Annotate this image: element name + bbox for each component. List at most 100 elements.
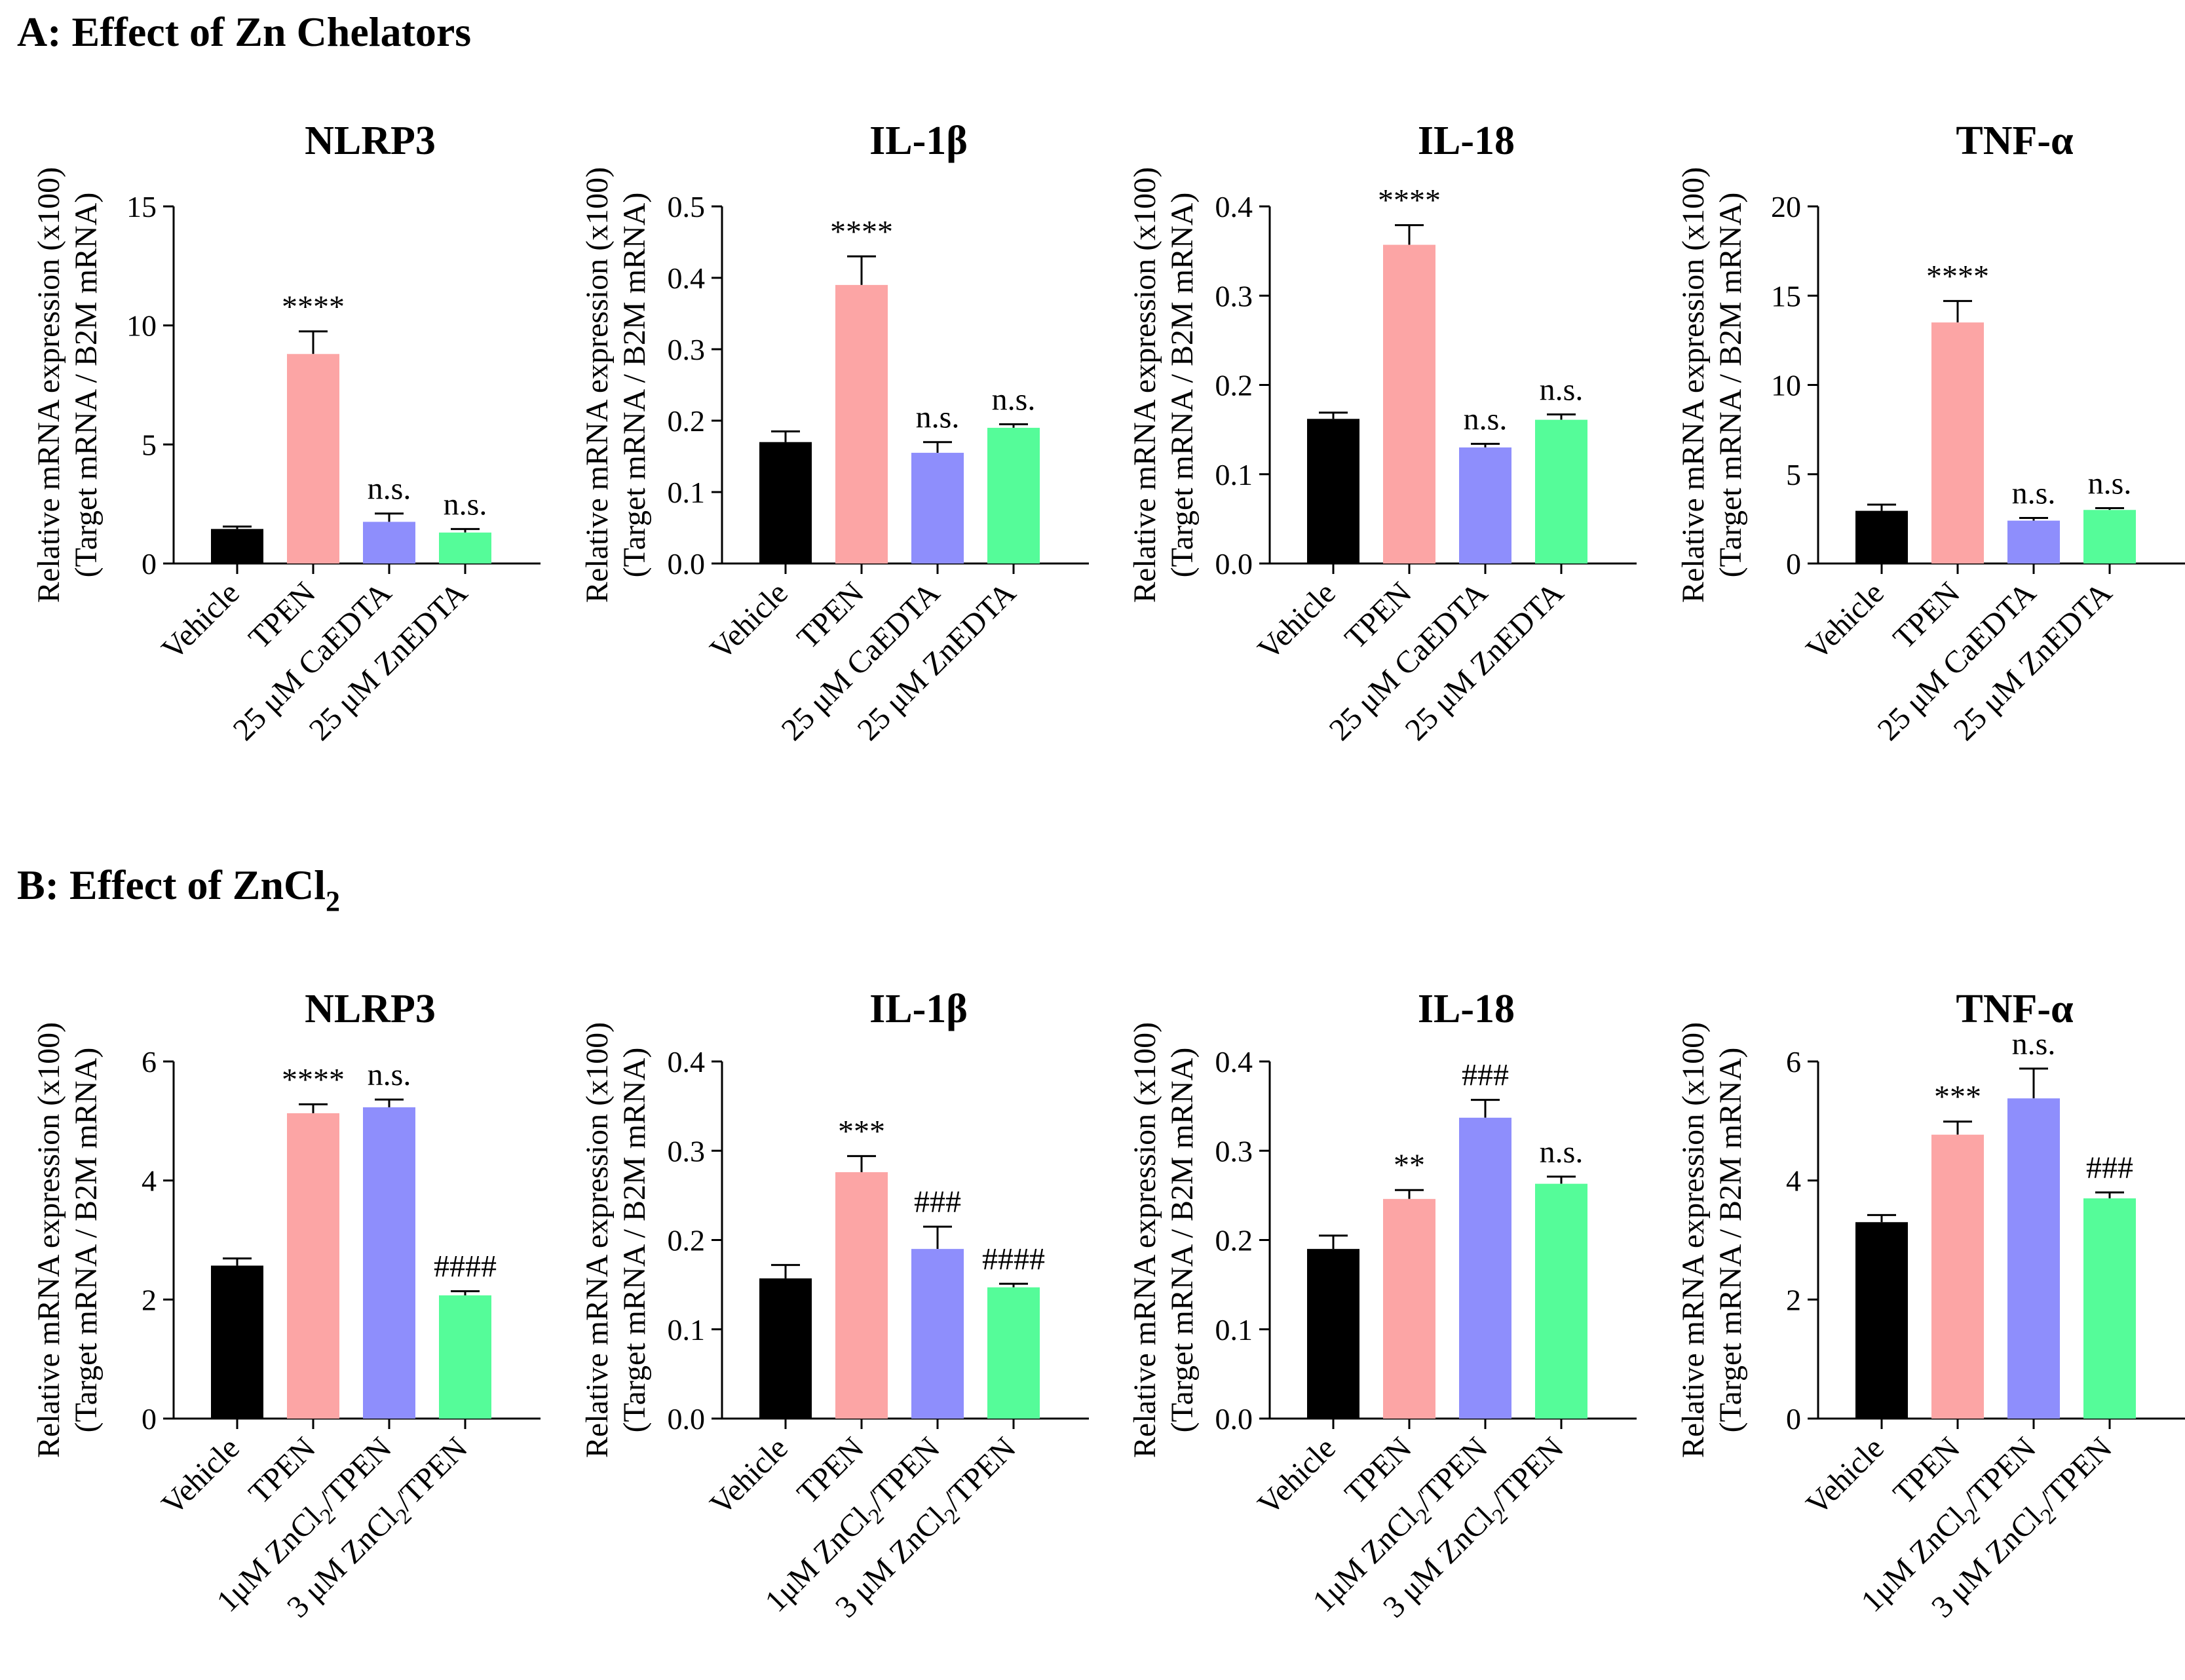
bar bbox=[759, 1278, 812, 1419]
x-tick-label-text: Vehicle bbox=[704, 1430, 795, 1521]
x-tick-label-text: Vehicle bbox=[1251, 575, 1342, 666]
y-tick-label: 0.1 bbox=[1215, 458, 1253, 491]
y-tick-label: 0.3 bbox=[1215, 1134, 1253, 1168]
bar bbox=[1383, 244, 1435, 563]
significance-label: n.s. bbox=[1464, 402, 1508, 436]
y-tick-label: 0.4 bbox=[668, 1045, 706, 1079]
y-tick-label: 4 bbox=[1786, 1164, 1801, 1198]
chart-title: IL-18 bbox=[1418, 119, 1515, 163]
x-tick-label-suffix: /TPEN bbox=[860, 1430, 947, 1517]
panel-b-heading-subscript: 2 bbox=[326, 885, 340, 917]
chart-title: NLRP3 bbox=[305, 119, 436, 163]
significance-label: n.s. bbox=[2012, 1027, 2056, 1061]
y-tick-label: 10 bbox=[126, 309, 157, 343]
y-tick-label: 2 bbox=[1786, 1283, 1801, 1316]
significance-label: ### bbox=[1462, 1058, 1509, 1093]
y-axis-label: Relative mRNA expression (x100) bbox=[1128, 167, 1162, 603]
bar bbox=[1535, 419, 1587, 563]
bar bbox=[2007, 520, 2060, 563]
chart-title: TNF-α bbox=[1956, 987, 2073, 1031]
chart-title: NLRP3 bbox=[305, 987, 436, 1031]
x-tick-label: Vehicle bbox=[704, 575, 795, 666]
y-tick-label: 6 bbox=[142, 1045, 157, 1079]
charts-layer: NLRP3 0 5 10 15 Relative mRNA expression (x10… bbox=[31, 119, 2185, 1624]
x-tick-label: Vehicle bbox=[1800, 1430, 1891, 1521]
bar bbox=[2083, 510, 2136, 563]
y-axis-label-line2: (Target mRNA / B2M mRNA) bbox=[69, 193, 104, 578]
significance-label: #### bbox=[434, 1250, 497, 1284]
y-tick-label: 20 bbox=[1771, 190, 1801, 223]
bar bbox=[1535, 1183, 1587, 1419]
x-tick-label-suffix: /TPEN bbox=[388, 1430, 474, 1517]
significance-label: *** bbox=[838, 1114, 885, 1149]
bar bbox=[835, 284, 888, 563]
chart-title: IL-1β bbox=[869, 987, 968, 1031]
y-tick-label: 0.5 bbox=[668, 190, 706, 223]
y-tick-label: 0.0 bbox=[1215, 1402, 1253, 1436]
bar bbox=[287, 1113, 339, 1419]
y-axis-label-line2: (Target mRNA / B2M mRNA) bbox=[1165, 193, 1200, 578]
y-axis-label-line2: (Target mRNA / B2M mRNA) bbox=[1713, 193, 1748, 578]
x-tick-label: Vehicle bbox=[155, 575, 246, 666]
y-axis-label: Relative mRNA expression (x100) bbox=[31, 1022, 66, 1458]
significance-label: **** bbox=[830, 214, 893, 249]
bar bbox=[1459, 447, 1511, 563]
x-tick-label-text: TPEN bbox=[1338, 1430, 1418, 1510]
bar bbox=[1855, 1222, 1908, 1419]
x-tick-label-text: TPEN bbox=[1886, 1430, 1966, 1510]
bar bbox=[439, 1295, 491, 1419]
panel-a-heading: A: Effect of Zn Chelators bbox=[17, 9, 471, 55]
x-tick-label-text: Vehicle bbox=[155, 1430, 246, 1521]
x-tick-label-suffix: /TPEN bbox=[1484, 1430, 1570, 1517]
y-tick-label: 0 bbox=[1786, 1402, 1801, 1436]
y-tick-label: 0 bbox=[142, 547, 157, 581]
bar bbox=[211, 529, 263, 563]
significance-label: n.s. bbox=[916, 400, 960, 435]
bar bbox=[835, 1172, 888, 1419]
x-tick-label-text: TPEN bbox=[242, 1430, 322, 1510]
significance-label: n.s. bbox=[444, 487, 487, 522]
y-tick-label: 0.0 bbox=[668, 1402, 706, 1436]
x-tick-label-suffix: /TPEN bbox=[312, 1430, 398, 1517]
y-tick-label: 0.4 bbox=[668, 261, 706, 295]
x-tick-label: TPEN bbox=[1886, 1430, 1966, 1510]
bar bbox=[287, 354, 339, 563]
y-axis-label: Relative mRNA expression (x100) bbox=[31, 167, 66, 603]
y-tick-label: 5 bbox=[142, 428, 157, 461]
chart-b-1: IL-1β 0.0 0.1 0.2 0.3 0.4 Relative mRNA expres… bbox=[580, 987, 1089, 1624]
y-tick-label: 0.4 bbox=[1215, 190, 1253, 223]
x-tick-label-text: Vehicle bbox=[1800, 1430, 1891, 1521]
bar bbox=[1307, 1249, 1359, 1419]
bar bbox=[759, 442, 812, 563]
x-tick-label: TPEN bbox=[242, 1430, 322, 1510]
bar bbox=[1931, 1134, 1984, 1419]
bar bbox=[363, 522, 415, 563]
x-tick-label: Vehicle bbox=[1251, 1430, 1342, 1521]
chart-a-1: IL-1β 0.0 0.1 0.2 0.3 0.4 0.5 Relative mRNA exp… bbox=[580, 119, 1089, 748]
bar bbox=[1931, 322, 1984, 563]
panel-b-heading-main: B: Effect of ZnCl bbox=[17, 862, 326, 908]
x-tick-label-suffix: /TPEN bbox=[936, 1430, 1023, 1517]
significance-label: ### bbox=[2086, 1151, 2133, 1185]
significance-label: n.s. bbox=[992, 382, 1036, 417]
bar bbox=[987, 427, 1040, 563]
y-axis-label: Relative mRNA expression (x100) bbox=[1676, 1022, 1711, 1458]
bar bbox=[911, 453, 964, 563]
y-tick-label: 0 bbox=[142, 1402, 157, 1436]
bar bbox=[2007, 1098, 2060, 1419]
chart-a-2: IL-18 0.0 0.1 0.2 0.3 0.4 Relative mRNA expres… bbox=[1128, 119, 1637, 748]
bar bbox=[1307, 419, 1359, 563]
chart-title: TNF-α bbox=[1956, 119, 2073, 163]
y-tick-label: 0.3 bbox=[668, 1134, 706, 1168]
y-tick-label: 0.0 bbox=[668, 547, 706, 581]
y-tick-label: 0.2 bbox=[668, 404, 706, 438]
bar bbox=[2083, 1198, 2136, 1419]
bar bbox=[439, 532, 491, 563]
y-tick-label: 15 bbox=[1771, 279, 1801, 313]
y-tick-label: 0.2 bbox=[1215, 1224, 1253, 1257]
x-tick-label-suffix: /TPEN bbox=[1408, 1430, 1494, 1517]
significance-label: ** bbox=[1394, 1148, 1425, 1183]
chart-b-2: IL-18 0.0 0.1 0.2 0.3 0.4 Relative mRNA expres… bbox=[1128, 987, 1637, 1624]
y-tick-label: 0.2 bbox=[668, 1224, 706, 1257]
x-tick-label-text: Vehicle bbox=[704, 575, 795, 666]
